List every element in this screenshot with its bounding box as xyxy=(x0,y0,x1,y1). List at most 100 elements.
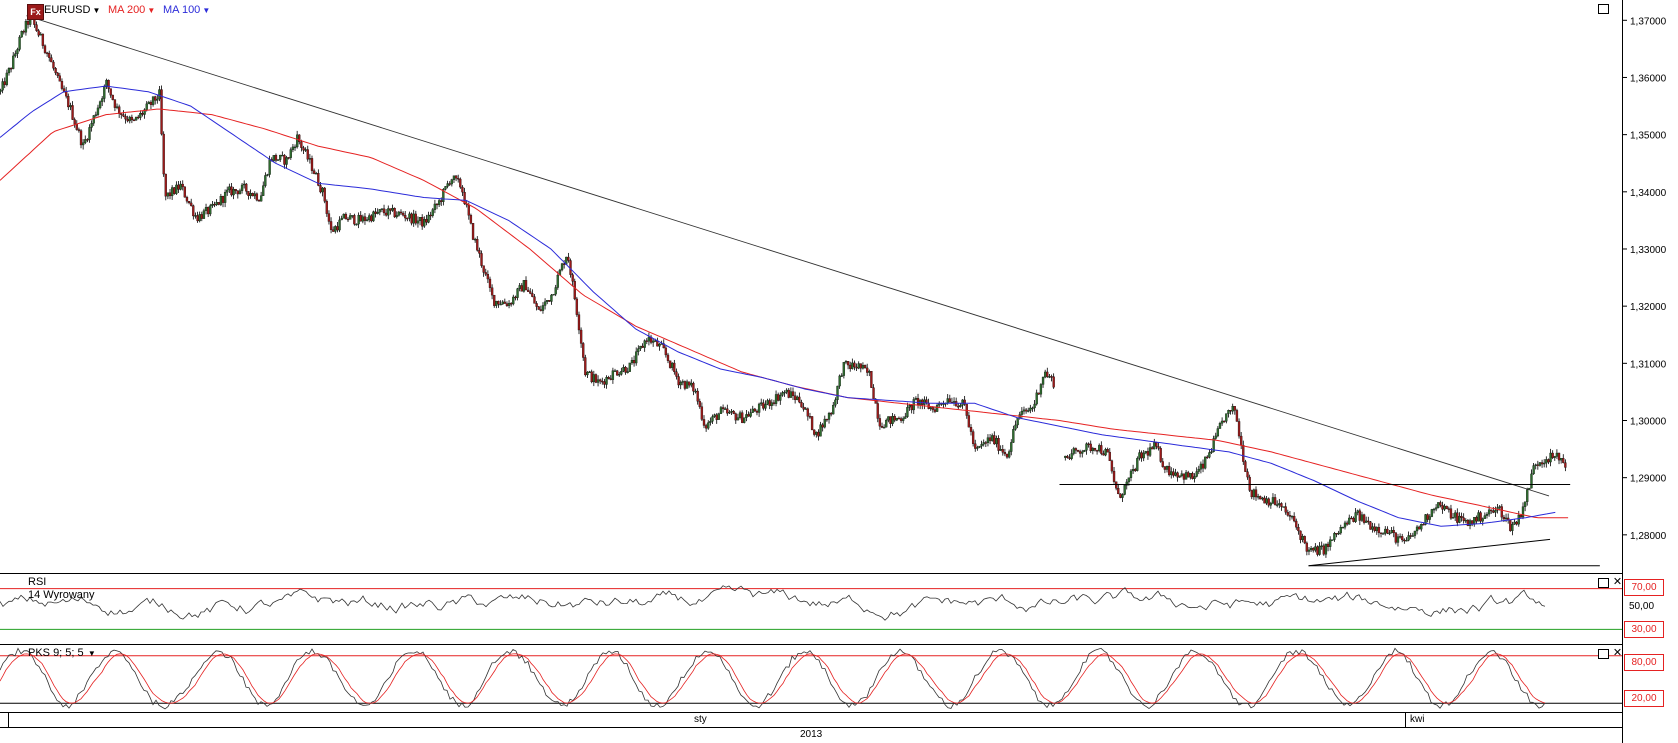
candle-body xyxy=(433,203,437,210)
candle-body xyxy=(777,394,780,401)
candle-body xyxy=(1422,524,1425,526)
candle-body xyxy=(1284,506,1287,513)
candle-body xyxy=(1163,466,1167,470)
candle-body xyxy=(274,155,278,161)
maximize-icon[interactable] xyxy=(1598,649,1609,659)
candle-body xyxy=(1443,505,1446,510)
candle-body xyxy=(90,123,93,128)
candle-body xyxy=(1413,530,1417,536)
candle-body xyxy=(1204,456,1207,469)
candle-body xyxy=(238,190,242,195)
candle-body xyxy=(774,394,778,404)
candle-body xyxy=(249,193,252,196)
candle-body xyxy=(122,114,125,117)
candle-body xyxy=(1426,514,1429,520)
candle-body xyxy=(387,208,390,216)
candle-body xyxy=(65,91,68,97)
symbol-selector[interactable]: EURUSD ▼ xyxy=(44,4,100,16)
candle-body xyxy=(298,134,301,143)
candle-body xyxy=(914,398,918,400)
candle-body xyxy=(512,296,515,305)
candle-body xyxy=(836,385,839,401)
candle-body xyxy=(7,68,11,74)
candle-body xyxy=(1134,469,1137,471)
candle-body xyxy=(1112,470,1116,482)
candle-body xyxy=(1517,514,1520,525)
candle-body xyxy=(1276,504,1279,506)
candle-body xyxy=(232,188,235,196)
ma100-legend[interactable]: MA 100 ▼ xyxy=(163,4,210,16)
candle-body xyxy=(1263,497,1266,504)
candle-body xyxy=(999,449,1002,451)
stoch-title[interactable]: PKS 9; 5; 5 ▼ xyxy=(28,647,96,659)
candle-body xyxy=(783,391,786,394)
candle-body xyxy=(1170,471,1173,476)
candle-body xyxy=(760,402,763,405)
candle-body xyxy=(510,303,513,305)
candle-body xyxy=(592,374,595,383)
candle-body xyxy=(770,402,773,406)
candle-body xyxy=(1562,458,1565,463)
symbol-label: EURUSD xyxy=(44,4,91,16)
candle-body xyxy=(1102,453,1105,456)
candle-body xyxy=(1155,442,1158,447)
candle-body xyxy=(1148,447,1152,456)
candle-body xyxy=(846,361,850,366)
candle-body xyxy=(1288,515,1292,517)
candle-body xyxy=(156,98,159,101)
candle-body xyxy=(1369,521,1372,530)
candle-body xyxy=(421,217,424,227)
candle-body xyxy=(39,33,42,36)
candle-body xyxy=(675,371,678,377)
candle-body xyxy=(571,274,574,282)
candle-body xyxy=(1299,530,1302,540)
candle-body xyxy=(1540,462,1544,465)
candle-body xyxy=(236,190,239,195)
candle-body xyxy=(991,435,994,441)
candle-body xyxy=(368,215,371,220)
candle-body xyxy=(1066,455,1069,458)
candle-body xyxy=(1138,452,1141,459)
candle-body xyxy=(1350,517,1353,520)
rsi-line xyxy=(0,585,1546,621)
candle-body xyxy=(370,215,373,222)
candle-body xyxy=(1367,520,1370,523)
candle-body xyxy=(293,146,297,149)
ma200-legend[interactable]: MA 200 ▼ xyxy=(108,4,155,16)
candle-body xyxy=(54,68,57,74)
candle-body xyxy=(567,256,570,261)
candle-body xyxy=(1108,451,1111,461)
candle-body xyxy=(73,119,76,125)
x-label-year: 2013 xyxy=(800,729,823,740)
candle-body xyxy=(541,305,545,311)
candle-body xyxy=(1432,508,1436,511)
candle-body xyxy=(1129,470,1133,478)
candle-body xyxy=(1104,449,1107,456)
stoch-level-20: 20,00 xyxy=(1624,690,1664,707)
candle-body xyxy=(721,407,725,410)
candle-body xyxy=(1184,472,1188,480)
close-icon[interactable]: ✕ xyxy=(1612,576,1623,588)
candle-body xyxy=(444,186,447,190)
candle-body xyxy=(192,205,195,217)
candle-body xyxy=(1178,475,1181,478)
candle-body xyxy=(382,208,386,214)
candle-body xyxy=(679,382,682,386)
candle-body xyxy=(389,208,392,211)
candle-body xyxy=(1165,466,1169,470)
candle-body xyxy=(332,229,335,232)
candle-body xyxy=(1093,448,1097,451)
candle-body xyxy=(993,435,996,445)
candle-body xyxy=(327,213,331,222)
candle-body xyxy=(1087,443,1090,445)
candle-body xyxy=(259,195,263,202)
candle-body xyxy=(1305,542,1309,552)
candle-body xyxy=(728,411,731,414)
maximize-icon[interactable] xyxy=(1598,4,1609,14)
maximize-icon[interactable] xyxy=(1598,578,1609,588)
candle-body xyxy=(590,371,593,383)
close-icon[interactable]: ✕ xyxy=(1612,647,1623,659)
candle-body xyxy=(1430,509,1434,517)
